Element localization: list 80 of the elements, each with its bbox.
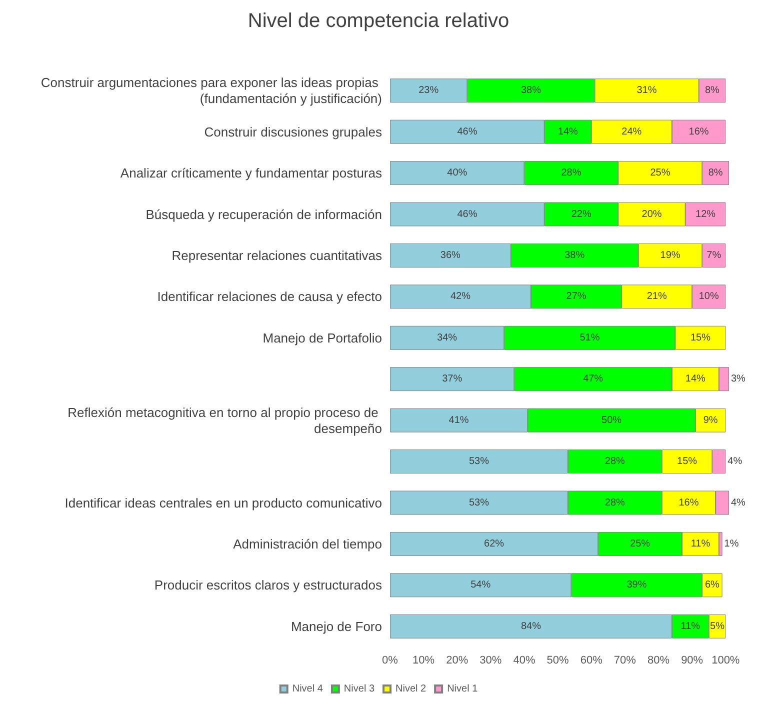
chart-title: Nivel de competencia relativo bbox=[248, 10, 510, 32]
data-label: 28% bbox=[604, 497, 625, 508]
y-tick-label: Administración del tiempo bbox=[233, 536, 382, 552]
x-tick-label: 10% bbox=[412, 654, 435, 666]
data-label: 15% bbox=[677, 456, 698, 468]
data-label: 16% bbox=[678, 497, 699, 508]
data-label: 51% bbox=[580, 332, 600, 344]
data-label: 6% bbox=[704, 580, 720, 591]
data-label: 54% bbox=[470, 580, 491, 591]
y-tick-label: Búsqueda y recuperación de información bbox=[146, 206, 382, 222]
data-label: 42% bbox=[450, 291, 471, 302]
data-label: 11% bbox=[680, 620, 700, 632]
y-tick-label: Identificar relaciones de causa y efecto bbox=[157, 289, 382, 304]
x-tick-label: 90% bbox=[681, 654, 704, 666]
data-label: 20% bbox=[642, 208, 662, 220]
x-tick-label: 50% bbox=[546, 654, 570, 666]
data-label: 15% bbox=[690, 332, 711, 344]
data-label: 28% bbox=[561, 168, 582, 179]
y-tick-label: Reflexión metacognitiva en torno al propio proceso de desempeño bbox=[68, 404, 382, 436]
data-label: 50% bbox=[602, 414, 622, 426]
data-label: 47% bbox=[583, 374, 604, 385]
y-tick-label: Manejo de Foro bbox=[290, 618, 382, 634]
data-label: 8% bbox=[708, 168, 723, 179]
data-label: 16% bbox=[688, 126, 709, 138]
x-tick-label: 0% bbox=[382, 654, 398, 666]
data-label: 1% bbox=[724, 538, 739, 550]
data-label: 14% bbox=[558, 126, 578, 138]
data-label: 12% bbox=[695, 208, 716, 220]
y-tick-label: Construir discusiones grupales bbox=[204, 124, 382, 140]
y-tick-label: Manejo de Portafolio bbox=[262, 330, 382, 346]
data-label: 40% bbox=[447, 168, 468, 179]
y-tick-label: Producir escritos claros y estructurados bbox=[154, 578, 382, 593]
x-tick-label: 40% bbox=[513, 654, 536, 666]
data-label: 4% bbox=[728, 456, 742, 468]
data-label: 28% bbox=[604, 456, 625, 468]
data-label: 25% bbox=[650, 168, 670, 179]
data-label: 19% bbox=[660, 250, 680, 261]
data-label: 36% bbox=[440, 250, 461, 261]
data-label: 38% bbox=[520, 85, 542, 96]
x-tick-label: 70% bbox=[614, 654, 636, 666]
data-label: 23% bbox=[418, 85, 439, 96]
data-label: 27% bbox=[566, 291, 586, 302]
x-tick-label: 20% bbox=[446, 654, 468, 666]
data-label: 37% bbox=[442, 374, 462, 385]
data-label: 7% bbox=[706, 250, 722, 261]
data-label: 3% bbox=[731, 374, 746, 385]
data-label: 34% bbox=[437, 332, 458, 344]
data-label: 53% bbox=[468, 497, 490, 508]
data-label: 31% bbox=[636, 85, 657, 96]
y-tick-label: Identificar ideas centrales en un producto comunicativo bbox=[64, 495, 382, 510]
data-label: 22% bbox=[571, 208, 592, 220]
x-tick-label: 100% bbox=[712, 654, 740, 666]
y-tick-label: Construir argumentaciones para exponer las ideas propias (fundamentación y justificación) bbox=[40, 75, 382, 106]
data-label: 11% bbox=[690, 538, 710, 550]
data-label: 39% bbox=[626, 580, 647, 591]
legend-label: Nivel 1 bbox=[447, 684, 478, 694]
x-tick-label: 30% bbox=[480, 654, 502, 666]
y-tick-label: Representar relaciones cuantitativas bbox=[172, 248, 382, 263]
data-label: 84% bbox=[520, 620, 542, 632]
data-label: 24% bbox=[622, 126, 642, 138]
data-label: 46% bbox=[457, 208, 478, 220]
data-label: 9% bbox=[703, 414, 718, 426]
data-label: 4% bbox=[731, 497, 746, 508]
data-label: 8% bbox=[704, 85, 720, 96]
data-label: 14% bbox=[685, 374, 706, 385]
legend-label: Nivel 3 bbox=[344, 684, 375, 694]
y-tick-label: Analizar críticamente y fundamentar posturas bbox=[120, 166, 382, 181]
x-tick-label: 80% bbox=[648, 654, 670, 666]
data-label: 62% bbox=[484, 538, 504, 550]
data-label: 10% bbox=[698, 291, 719, 302]
data-label: 41% bbox=[448, 414, 469, 426]
data-label: 38% bbox=[564, 250, 585, 261]
data-label: 5% bbox=[710, 620, 725, 632]
data-label: 25% bbox=[630, 538, 650, 550]
data-label: 21% bbox=[646, 291, 667, 302]
data-label: 53% bbox=[468, 456, 490, 468]
x-tick-label: 60% bbox=[580, 654, 603, 666]
legend-label: Nivel 4 bbox=[292, 684, 324, 694]
data-label: 46% bbox=[457, 126, 478, 138]
legend-label: Nivel 2 bbox=[396, 684, 427, 694]
